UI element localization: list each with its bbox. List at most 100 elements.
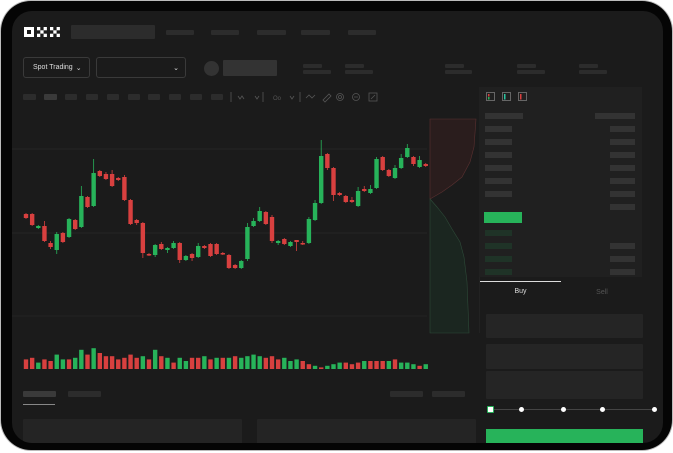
orderbook-view-icons[interactable]: [486, 92, 532, 102]
volume-bar: [251, 354, 256, 369]
amount-slider[interactable]: [486, 405, 658, 415]
volume-bar: [232, 356, 238, 369]
timeframe-button[interactable]: [44, 94, 57, 100]
candle-body: [319, 156, 324, 203]
buy-button[interactable]: [486, 429, 643, 443]
slider-mark-100[interactable]: [652, 407, 657, 412]
bottom-action[interactable]: [390, 391, 423, 397]
candle-body: [109, 174, 115, 186]
bid-price: [485, 256, 512, 262]
volume-bar: [54, 354, 59, 369]
timeframe-button[interactable]: [23, 94, 36, 100]
nav-item[interactable]: [211, 30, 239, 35]
sell-tab[interactable]: Sell: [596, 289, 608, 296]
candle-body: [374, 159, 379, 188]
nav-item[interactable]: [348, 30, 376, 35]
candle-body: [159, 244, 164, 249]
candle-body: [140, 223, 146, 253]
candle-body: [362, 189, 367, 191]
bottom-action[interactable]: [432, 391, 465, 397]
volume-bar: [257, 356, 262, 369]
ask-amount: [610, 126, 635, 132]
volume-bar: [116, 359, 121, 369]
candle-body: [220, 253, 225, 255]
timeframe-button[interactable]: [65, 94, 77, 100]
candle-body: [349, 200, 355, 202]
chevron-down-icon: ⌄: [173, 64, 179, 72]
candle-body: [97, 171, 102, 176]
candle-body: [405, 148, 410, 157]
bid-price: [485, 269, 512, 275]
volume-bar: [208, 359, 213, 369]
stat-label: [579, 64, 598, 68]
candle-body: [189, 254, 195, 258]
bottom-tab-history[interactable]: [68, 391, 101, 397]
candle-body: [23, 214, 29, 218]
slider-mark-25[interactable]: [519, 407, 524, 412]
candle-body: [245, 227, 250, 259]
volume-bar: [423, 364, 428, 369]
volume-bar: [159, 356, 164, 369]
stat-value: [303, 70, 331, 74]
timeframe-button[interactable]: [148, 94, 160, 100]
volume-bar: [239, 357, 244, 369]
bid-price: [485, 243, 512, 249]
total-input[interactable]: [486, 371, 643, 399]
timeframe-button[interactable]: [211, 94, 223, 100]
candle-body: [79, 196, 84, 227]
amount-input[interactable]: [486, 344, 643, 369]
spot-trading-label: Spot Trading: [33, 64, 73, 71]
price-input[interactable]: [486, 314, 643, 338]
stat-label: [345, 64, 364, 68]
candle-body: [134, 220, 139, 223]
ask-price: [485, 152, 512, 158]
pair-name: [223, 60, 277, 76]
candle-body: [48, 243, 53, 247]
stat-value: [345, 70, 373, 74]
orders-panel-right: [257, 419, 476, 443]
slider-mark-50[interactable]: [561, 407, 566, 412]
slider-handle[interactable]: [487, 406, 494, 413]
candle-body: [54, 234, 59, 250]
stat-value: [579, 70, 607, 74]
timeframe-button[interactable]: [190, 94, 202, 100]
nav-item[interactable]: [166, 30, 194, 35]
candle-body: [146, 254, 152, 256]
candle-body: [380, 157, 385, 170]
volume-bar: [306, 364, 312, 369]
ask-amount: [610, 139, 635, 145]
volume-bar: [122, 357, 127, 369]
volume-bar: [48, 361, 53, 369]
volume-bar: [245, 356, 250, 369]
price-chart[interactable]: [12, 107, 480, 383]
candle-body: [208, 244, 213, 256]
orders-panel-left: [23, 419, 242, 443]
orderbook-header-amount: [595, 113, 635, 119]
timeframe-button[interactable]: [86, 94, 98, 100]
volume-bar: [171, 362, 176, 369]
nav-item[interactable]: [257, 30, 286, 35]
candle-body: [257, 211, 262, 221]
bottom-tab-open-orders[interactable]: [23, 391, 56, 397]
volume-bar: [343, 362, 348, 369]
ask-amount: [610, 165, 635, 171]
chart-tools-icons[interactable]: Oo: [230, 91, 390, 103]
nav-item[interactable]: [301, 30, 330, 35]
volume-bar: [294, 359, 299, 369]
candle-body: [66, 219, 72, 237]
spot-trading-selector[interactable]: Spot Trading ⌄: [23, 57, 90, 78]
candle-body: [288, 242, 293, 246]
timeframe-button[interactable]: [128, 94, 140, 100]
candle-body: [251, 221, 256, 226]
slider-mark-75[interactable]: [600, 407, 605, 412]
buy-tab[interactable]: Buy: [514, 288, 527, 295]
candle-body: [42, 226, 47, 241]
volume-bar: [226, 357, 232, 369]
timeframe-button[interactable]: [107, 94, 119, 100]
search-bar[interactable]: [71, 25, 155, 39]
volume-bar: [103, 356, 109, 369]
candle-body: [183, 256, 189, 260]
pair-selector[interactable]: ⌄: [96, 57, 186, 78]
timeframe-button[interactable]: [169, 94, 181, 100]
last-price-badge: [484, 212, 522, 223]
